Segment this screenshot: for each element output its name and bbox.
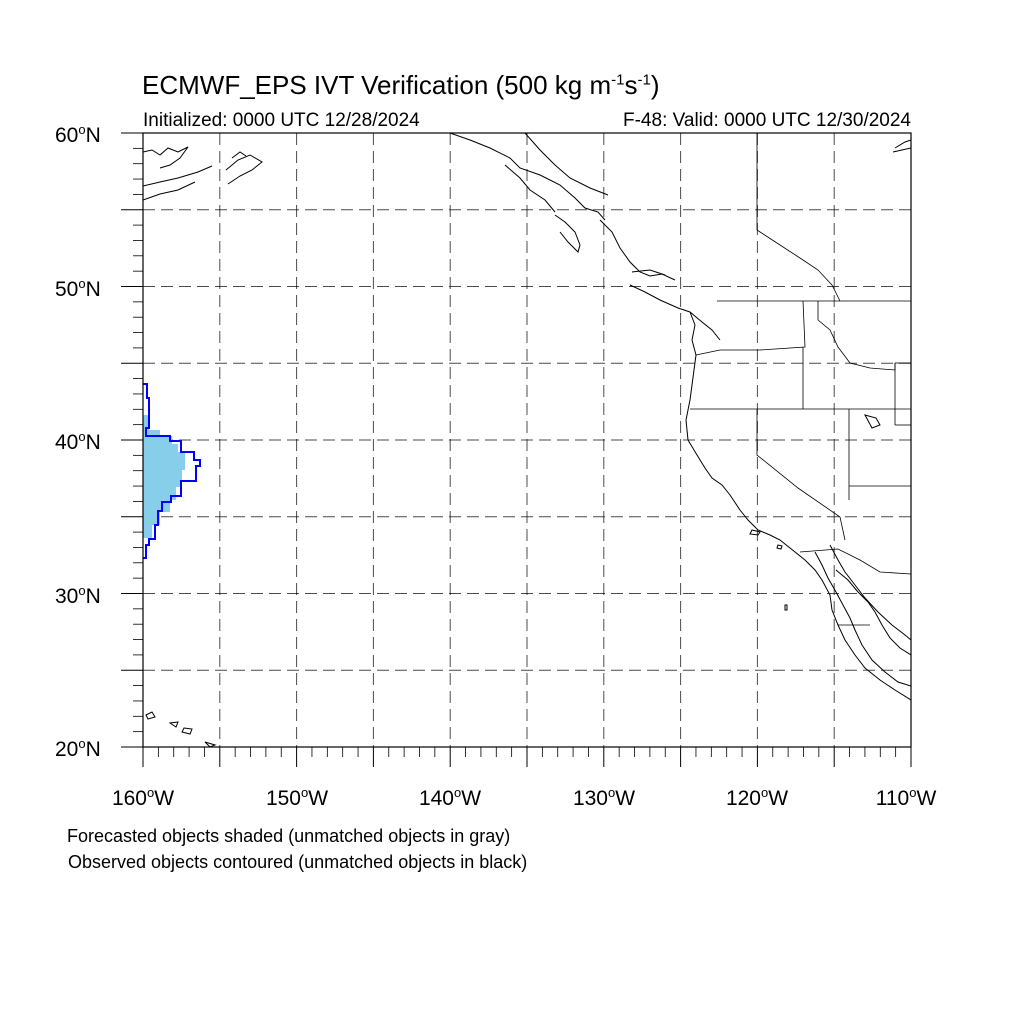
lat-label-50n: 50oN — [55, 276, 101, 301]
lon-label-110w: 110oW — [876, 785, 937, 810]
lat-label-60n: 60oN — [55, 122, 101, 147]
lat-label-20n: 20oN — [55, 736, 101, 761]
coastlines — [143, 133, 911, 747]
lon-label-140w: 140oW — [419, 785, 481, 810]
lat-label-40n: 40oN — [55, 429, 101, 454]
initialized-time: Initialized: 0000 UTC 12/28/2024 — [143, 110, 420, 131]
valid-time: F-48: Valid: 0000 UTC 12/30/2024 — [623, 110, 911, 131]
lon-label-160w: 160oW — [112, 785, 174, 810]
forecast-object-shade — [143, 415, 185, 538]
axis-ticks — [121, 132, 912, 767]
lon-label-130w: 130oW — [573, 785, 635, 810]
political-borders — [690, 133, 911, 626]
observed-object-contour — [143, 383, 201, 559]
lat-label-30n: 30oN — [55, 583, 101, 608]
map-title: ECMWF_EPS IVT Verification (500 kg m-1s-… — [142, 70, 660, 100]
caption-observed: Observed objects contoured (unmatched ob… — [68, 852, 528, 872]
lon-label-120w: 120oW — [726, 785, 788, 810]
grid-lines — [143, 133, 911, 747]
axis-labels: 60oN 50oN 40oN 30oN 20oN 160oW 150oW 140… — [55, 122, 936, 810]
lon-label-150w: 150oW — [266, 785, 328, 810]
caption-forecast: Forecasted objects shaded (unmatched obj… — [67, 826, 511, 846]
